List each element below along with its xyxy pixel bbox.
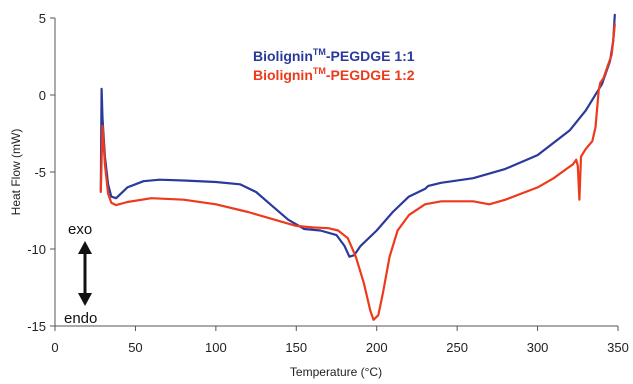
x-tick-label: 150 [285,340,307,355]
legend-entry-2: BioligninTM-PEGDGE 1:2 [253,66,415,83]
y-tick-label: -15 [27,319,46,334]
y-tick-label: 0 [39,88,46,103]
x-tick-label: 200 [366,340,388,355]
x-tick-label: 250 [446,340,468,355]
legend: BioligninTM-PEGDGE 1:1 BioligninTM-PEGDG… [253,47,415,83]
x-tick-label: 50 [128,340,142,355]
x-tick-label: 100 [205,340,227,355]
legend-entry-2-rest: -PEGDGE 1:2 [326,67,415,83]
arrow-up-head [78,241,92,254]
x-axis-title: Temperature (°C) [290,365,382,379]
y-axis: 5 0 -5 -10 -15 Heat Flow (mW) [9,11,56,334]
y-axis-title: Heat Flow (mW) [9,129,23,216]
y-tick-label: -5 [34,165,46,180]
legend-entry-1-sup: TM [313,47,326,57]
series-line-2 [99,23,616,321]
y-tick-label: -10 [27,242,46,257]
legend-entry-2-sup: TM [313,66,326,76]
series-layer [99,13,616,321]
endo-label: endo [64,310,97,327]
legend-entry-1: BioligninTM-PEGDGE 1:1 [253,47,415,64]
exo-endo-annotation: exo endo [64,221,97,327]
x-axis: 0 50 100 150 200 250 300 350 Temperature (°C) [51,325,629,379]
legend-entry-1-base: Biolignin [253,48,313,64]
x-tick-label: 350 [607,340,629,355]
x-ticks: 0 50 100 150 200 250 300 350 [51,326,629,355]
legend-entry-1-rest: -PEGDGE 1:1 [326,48,415,64]
series-line-1 [99,13,616,258]
x-tick-label: 0 [51,340,58,355]
arrow-down-head [78,293,92,306]
y-tick-label: 5 [39,11,46,26]
legend-entry-2-base: Biolignin [253,67,313,83]
y-ticks: 5 0 -5 -10 -15 [27,11,55,334]
exo-label: exo [68,221,92,238]
x-tick-label: 300 [527,340,549,355]
